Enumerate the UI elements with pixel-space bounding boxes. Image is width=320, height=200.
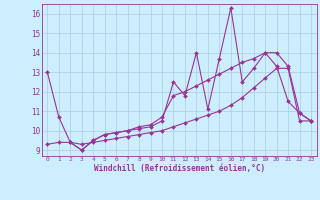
X-axis label: Windchill (Refroidissement éolien,°C): Windchill (Refroidissement éolien,°C)	[94, 164, 265, 173]
